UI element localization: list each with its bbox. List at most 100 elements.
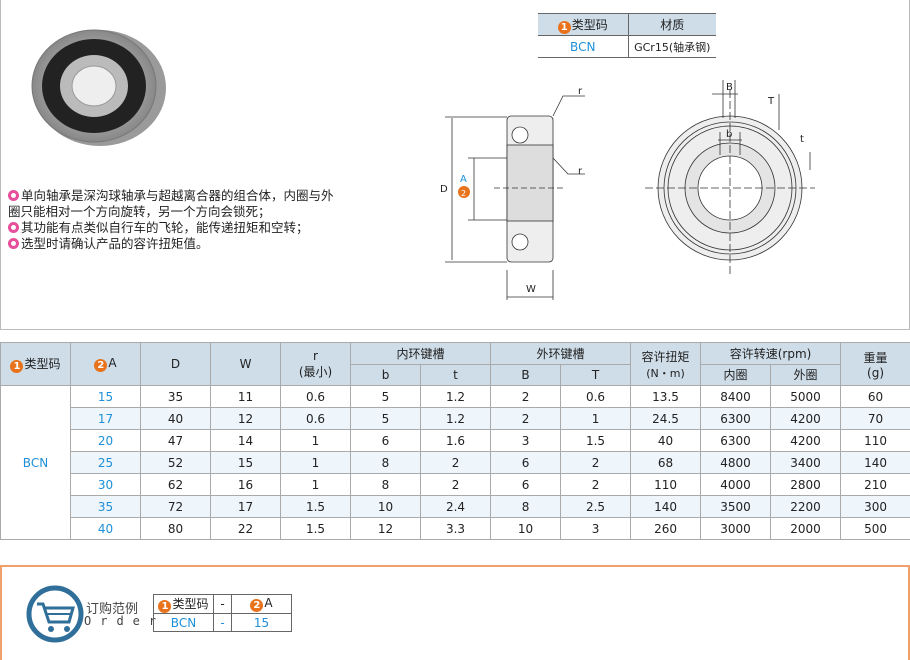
table-cell: 4000 xyxy=(700,473,772,496)
label-b: b xyxy=(726,129,732,140)
table-cell: 12 xyxy=(210,407,281,430)
table-cell: 17 xyxy=(210,495,281,518)
label-D: D xyxy=(440,184,448,195)
size-A-cell[interactable]: 25 xyxy=(70,451,141,474)
table-cell: 1 xyxy=(560,407,632,430)
table-cell: 40 xyxy=(630,429,702,452)
table-cell: 3.3 xyxy=(419,517,492,540)
table-cell: 10 xyxy=(490,517,562,540)
material-value: GCr15(轴承钢) xyxy=(628,35,716,58)
size-A-cell[interactable]: 35 xyxy=(70,495,141,518)
table-cell: 5000 xyxy=(770,385,842,408)
table-cell: 0.6 xyxy=(280,407,351,430)
header-b: b xyxy=(350,363,421,386)
table-cell: 4200 xyxy=(770,429,842,452)
table-cell: 300 xyxy=(840,495,910,518)
table-cell: 52 xyxy=(140,451,211,474)
table-cell: 0.6 xyxy=(560,385,632,408)
table-cell: 10 xyxy=(350,495,421,518)
size-A-cell[interactable]: 40 xyxy=(70,517,141,540)
label-W: W xyxy=(526,284,536,295)
table-cell: 6 xyxy=(490,451,562,474)
header-outer-ring: 外圈 xyxy=(770,363,842,386)
header-T: T xyxy=(560,363,632,386)
table-cell: 47 xyxy=(140,429,211,452)
table-cell: 2 xyxy=(560,451,632,474)
table-cell: 22 xyxy=(210,517,281,540)
table-cell: 2000 xyxy=(770,517,842,540)
table-row: 17 40 12 0.6 5 1.2 2 1 24.5 6300 4200 70 xyxy=(1,407,910,430)
material-table: 1 类型码 材质 BCN GCr15(轴承钢) xyxy=(538,13,716,58)
size-A-cell[interactable]: 30 xyxy=(70,473,141,496)
type-code-value[interactable]: BCN xyxy=(538,35,629,58)
header-torque: 容许扭矩 (N・m) xyxy=(630,342,702,386)
order-dash: - xyxy=(213,594,232,614)
header-r: r (最小) xyxy=(280,342,351,386)
table-row: 25 52 15 1 8 2 6 2 68 4800 3400 140 xyxy=(1,451,910,474)
header-t: t xyxy=(419,363,492,386)
table-cell: 2 xyxy=(490,385,562,408)
table-cell: 140 xyxy=(630,495,702,518)
table-cell: 2 xyxy=(490,407,562,430)
table-cell: 62 xyxy=(140,473,211,496)
order-dash: - xyxy=(213,613,232,632)
table-cell: 3500 xyxy=(700,495,772,518)
size-A-cell[interactable]: 20 xyxy=(70,429,141,452)
header-type-code: 1 类型码 xyxy=(0,342,71,386)
description-line: 选型时请确认产品的容许扭矩值。 xyxy=(21,236,209,251)
size-A-cell[interactable]: 17 xyxy=(70,407,141,430)
number-badge: 2 xyxy=(250,599,264,612)
table-cell: 1 xyxy=(280,473,351,496)
table-cell: 8400 xyxy=(700,385,772,408)
number-badge: 1 xyxy=(557,20,571,34)
label-t: t xyxy=(800,134,804,145)
table-cell: 12 xyxy=(350,517,421,540)
description-line: 其功能有点类似自行车的飞轮，能传递扭矩和空转； xyxy=(21,220,309,235)
table-cell: 2 xyxy=(419,473,492,496)
label-T: T xyxy=(767,96,775,107)
table-cell: 60 xyxy=(840,385,910,408)
table-cell: 500 xyxy=(840,517,910,540)
order-header-type: 1 类型码 xyxy=(153,594,214,614)
order-type-value: BCN xyxy=(153,613,214,632)
table-cell: 1.2 xyxy=(419,385,492,408)
table-row: 35 72 17 1.5 10 2.4 8 2.5 140 3500 2200 300 xyxy=(1,495,910,518)
table-cell: 8 xyxy=(350,451,421,474)
table-cell: 2800 xyxy=(770,473,842,496)
table-cell: 13.5 xyxy=(630,385,702,408)
header-speed: 容许转速(rpm) xyxy=(700,342,842,365)
bullet-icon xyxy=(8,238,19,249)
bearing-photo xyxy=(31,29,166,146)
size-A-cell[interactable]: 15 xyxy=(70,385,141,408)
header-B: B xyxy=(490,363,562,386)
table-cell: 5 xyxy=(350,385,421,408)
table-cell: 0.6 xyxy=(280,385,351,408)
table-cell: 3000 xyxy=(700,517,772,540)
table-row: BCN 15 35 11 0.6 5 1.2 2 0.6 13.5 8400 5000 60 xyxy=(0,385,910,540)
description: 单向轴承是深沟球轴承与超越离合器的组合体，内圈与外圈只能相对一个方向旋转，另一个… xyxy=(8,188,338,252)
order-example-panel xyxy=(0,565,910,660)
table-cell: 6 xyxy=(350,429,421,452)
table-cell: 2 xyxy=(419,451,492,474)
header-inner-ring: 内圈 xyxy=(700,363,772,386)
header-W: W xyxy=(210,342,281,386)
table-cell: 2 xyxy=(560,473,632,496)
order-subtitle: Order xyxy=(84,614,166,628)
header-inner-keyway: 内环键槽 xyxy=(349,342,492,365)
number-badge: 1 xyxy=(158,600,172,613)
table-cell: 5 xyxy=(350,407,421,430)
table-cell: 68 xyxy=(630,451,702,474)
label-r: r xyxy=(578,86,583,97)
description-line: 单向轴承是深沟球轴承与超越离合器的组合体，内圈与外圈只能相对一个方向旋转，另一个… xyxy=(8,188,334,219)
table-cell: 1 xyxy=(280,451,351,474)
table-cell: 4200 xyxy=(770,407,842,430)
table-cell: 15 xyxy=(210,451,281,474)
table-cell: 210 xyxy=(840,473,910,496)
table-cell: 140 xyxy=(840,451,910,474)
table-cell: 14 xyxy=(210,429,281,452)
table-cell: 1.5 xyxy=(560,429,632,452)
table-cell: 6300 xyxy=(700,407,772,430)
table-cell: 16 xyxy=(210,473,281,496)
dimension-drawing: r r D 2 A W B T b t xyxy=(440,80,815,300)
